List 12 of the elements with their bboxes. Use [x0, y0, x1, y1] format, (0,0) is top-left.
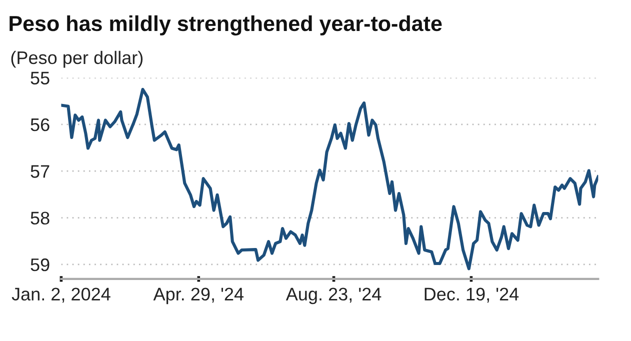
x-tick-label: Aug. 23, '24: [286, 288, 382, 304]
y-axis-title: (Peso per dollar): [11, 50, 143, 68]
x-tick-label: Apr. 29, '24: [153, 288, 244, 304]
y-tick-label: 59: [30, 258, 50, 272]
x-tick-label: Jan. 2, 2024: [12, 288, 110, 303]
y-tick-label: 57: [30, 165, 50, 178]
chart-title: Peso has mildly strengthened year-to-date: [10, 15, 442, 36]
x-tick-label: Dec. 19, '24: [424, 288, 519, 303]
y-tick-label: 56: [30, 118, 50, 132]
y-tick-label: 55: [30, 72, 50, 84]
line-series: [61, 88, 598, 270]
y-tick-label: 58: [30, 212, 50, 225]
